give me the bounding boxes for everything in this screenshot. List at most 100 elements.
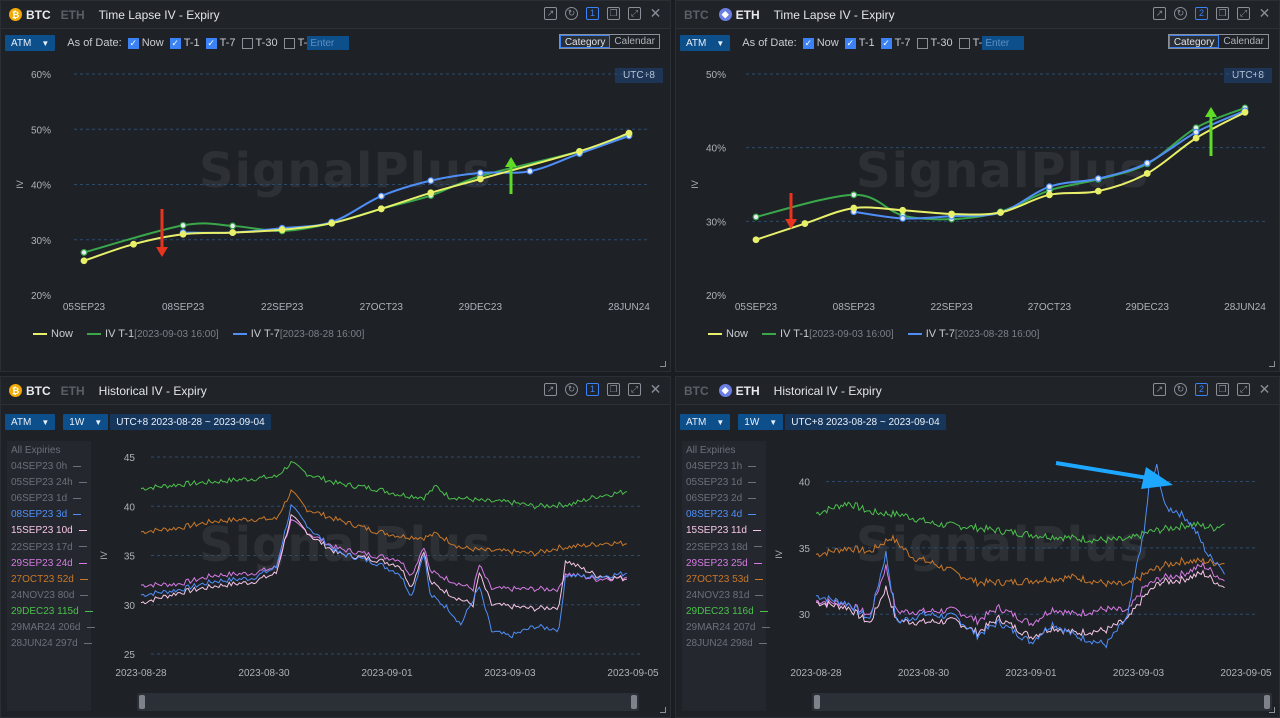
eth-tab[interactable]: ETH bbox=[60, 383, 85, 398]
refresh-icon[interactable]: ↻ bbox=[565, 383, 578, 396]
export-icon[interactable]: ↗ bbox=[544, 7, 557, 20]
expiry-item[interactable]: 04SEP23 0h bbox=[7, 461, 91, 477]
resize-handle[interactable] bbox=[660, 707, 666, 713]
expand-icon[interactable]: ⤢ bbox=[1237, 7, 1250, 20]
refresh-icon[interactable]: ↻ bbox=[565, 7, 578, 20]
legend-now[interactable]: Now bbox=[708, 328, 748, 340]
slider-handle-right[interactable] bbox=[631, 695, 637, 709]
checkbox-now[interactable]: ✓ Now bbox=[127, 37, 164, 49]
legend-t7[interactable]: IV T-7[2023-08-28 16:00] bbox=[232, 328, 364, 340]
legend-now[interactable]: Now bbox=[33, 328, 73, 340]
checkbox-custom[interactable]: T- bbox=[958, 37, 982, 49]
expiry-item[interactable]: 15SEP23 11d bbox=[682, 525, 766, 541]
copy-icon[interactable]: ❐ bbox=[1216, 383, 1229, 396]
date-range[interactable]: UTC+8 2023-08-28 ~ 2023-09-04 bbox=[785, 414, 946, 430]
close-icon[interactable]: ✕ bbox=[1258, 381, 1271, 397]
export-icon[interactable]: ↗ bbox=[1153, 383, 1166, 396]
atm-select[interactable]: ATM ▼ bbox=[5, 35, 56, 51]
resize-handle[interactable] bbox=[1269, 707, 1275, 713]
expiry-item[interactable]: 05SEP23 1d bbox=[682, 477, 766, 493]
expiry-item[interactable]: All Expiries bbox=[682, 445, 766, 461]
checkbox-t30[interactable]: T-30 bbox=[241, 37, 278, 49]
expiry-item[interactable]: 22SEP23 18d bbox=[682, 542, 766, 558]
slider-handle-left[interactable] bbox=[814, 695, 820, 709]
expand-icon[interactable]: ⤢ bbox=[628, 383, 641, 396]
slider-handle-right[interactable] bbox=[1264, 695, 1270, 709]
expiry-item[interactable]: 29MAR24 207d bbox=[682, 622, 770, 638]
custom-days-input[interactable]: Enter bbox=[307, 36, 350, 50]
window-number-badge[interactable]: 2 bbox=[1195, 7, 1208, 20]
expiry-item[interactable]: 27OCT23 53d bbox=[682, 574, 766, 590]
copy-icon[interactable]: ❐ bbox=[1216, 7, 1229, 20]
expiry-item[interactable]: 08SEP23 3d bbox=[7, 509, 91, 525]
expiry-item[interactable]: 06SEP23 2d bbox=[682, 493, 766, 509]
window-number-badge[interactable]: 2 bbox=[1195, 383, 1208, 396]
export-icon[interactable]: ↗ bbox=[544, 383, 557, 396]
expiry-item[interactable]: 27OCT23 52d bbox=[7, 574, 91, 590]
expiry-item[interactable]: 15SEP23 10d bbox=[7, 525, 91, 541]
time-range-slider[interactable] bbox=[812, 693, 1272, 711]
expiry-item[interactable]: 29SEP23 24d bbox=[7, 558, 91, 574]
expiry-item[interactable]: 06SEP23 1d bbox=[7, 493, 91, 509]
checkbox-t30[interactable]: T-30 bbox=[916, 37, 953, 49]
expand-icon[interactable]: ⤢ bbox=[628, 7, 641, 20]
atm-select[interactable]: ATM ▼ bbox=[5, 414, 56, 430]
checkbox-t1[interactable]: ✓ T-1 bbox=[169, 37, 200, 49]
eth-tab[interactable]: ETH bbox=[60, 7, 85, 22]
legend-t1[interactable]: IV T-1[2023-09-03 16:00] bbox=[762, 328, 894, 340]
refresh-icon[interactable]: ↻ bbox=[1174, 383, 1187, 396]
data-point bbox=[130, 240, 137, 248]
period-select[interactable]: 1W ▼ bbox=[63, 414, 109, 430]
refresh-icon[interactable]: ↻ bbox=[1174, 7, 1187, 20]
export-icon[interactable]: ↗ bbox=[1153, 7, 1166, 20]
calendar-toggle[interactable]: Calendar bbox=[1223, 36, 1264, 47]
btc-tab[interactable]: BTC bbox=[26, 7, 51, 22]
category-toggle[interactable]: Category bbox=[559, 35, 611, 48]
expiry-item[interactable]: 24NOV23 80d bbox=[7, 590, 91, 606]
close-icon[interactable]: ✕ bbox=[649, 5, 662, 21]
copy-icon[interactable]: ❐ bbox=[607, 7, 620, 20]
expiry-item[interactable]: 29DEC23 115d bbox=[7, 606, 93, 622]
checkbox-t1[interactable]: ✓ T-1 bbox=[844, 37, 875, 49]
atm-select[interactable]: ATM ▼ bbox=[680, 35, 731, 51]
copy-icon[interactable]: ❐ bbox=[607, 383, 620, 396]
expiry-item[interactable]: 28JUN24 298d bbox=[682, 638, 767, 654]
eth-tab[interactable]: ETH bbox=[735, 7, 760, 22]
expiry-item[interactable]: 05SEP23 24h bbox=[7, 477, 91, 493]
expiry-label: All Expiries bbox=[686, 445, 736, 456]
expiry-item[interactable]: 08SEP23 4d bbox=[682, 509, 766, 525]
expand-icon[interactable]: ⤢ bbox=[1237, 383, 1250, 396]
checkbox-custom[interactable]: T- bbox=[283, 37, 307, 49]
checkbox-t7[interactable]: ✓ T-7 bbox=[205, 37, 236, 49]
legend-t1[interactable]: IV T-1[2023-09-03 16:00] bbox=[87, 328, 219, 340]
expiry-item[interactable]: 29DEC23 116d bbox=[682, 606, 768, 622]
close-icon[interactable]: ✕ bbox=[649, 381, 662, 397]
expiry-item[interactable]: 29MAR24 206d bbox=[7, 622, 95, 638]
expiry-item[interactable]: 28JUN24 297d bbox=[7, 638, 92, 654]
btc-tab[interactable]: BTC bbox=[684, 383, 709, 398]
date-range[interactable]: UTC+8 2023-08-28 ~ 2023-09-04 bbox=[110, 414, 271, 430]
custom-days-input[interactable]: Enter bbox=[982, 36, 1025, 50]
legend-t7[interactable]: IV T-7[2023-08-28 16:00] bbox=[907, 328, 1039, 340]
atm-select[interactable]: ATM ▼ bbox=[680, 414, 731, 430]
expiry-item[interactable]: 22SEP23 17d bbox=[7, 542, 91, 558]
btc-tab[interactable]: BTC bbox=[26, 383, 51, 398]
eth-tab[interactable]: ETH bbox=[735, 383, 760, 398]
expiry-item[interactable]: 04SEP23 1h bbox=[682, 461, 766, 477]
btc-tab[interactable]: BTC bbox=[684, 7, 709, 22]
expiry-item[interactable]: 24NOV23 81d bbox=[682, 590, 766, 606]
window-number-badge[interactable]: 1 bbox=[586, 383, 599, 396]
checkbox-t7[interactable]: ✓ T-7 bbox=[880, 37, 911, 49]
category-toggle[interactable]: Category bbox=[1168, 35, 1220, 48]
window-number-badge[interactable]: 1 bbox=[586, 7, 599, 20]
checkbox-now[interactable]: ✓ Now bbox=[802, 37, 839, 49]
expiry-item[interactable]: 29SEP23 25d bbox=[682, 558, 766, 574]
close-icon[interactable]: ✕ bbox=[1258, 5, 1271, 21]
calendar-toggle[interactable]: Calendar bbox=[614, 36, 655, 47]
time-range-slider[interactable] bbox=[137, 693, 639, 711]
resize-handle[interactable] bbox=[1269, 361, 1275, 367]
expiry-item[interactable]: All Expiries bbox=[7, 445, 91, 461]
slider-handle-left[interactable] bbox=[139, 695, 145, 709]
period-select[interactable]: 1W ▼ bbox=[738, 414, 784, 430]
resize-handle[interactable] bbox=[660, 361, 666, 367]
